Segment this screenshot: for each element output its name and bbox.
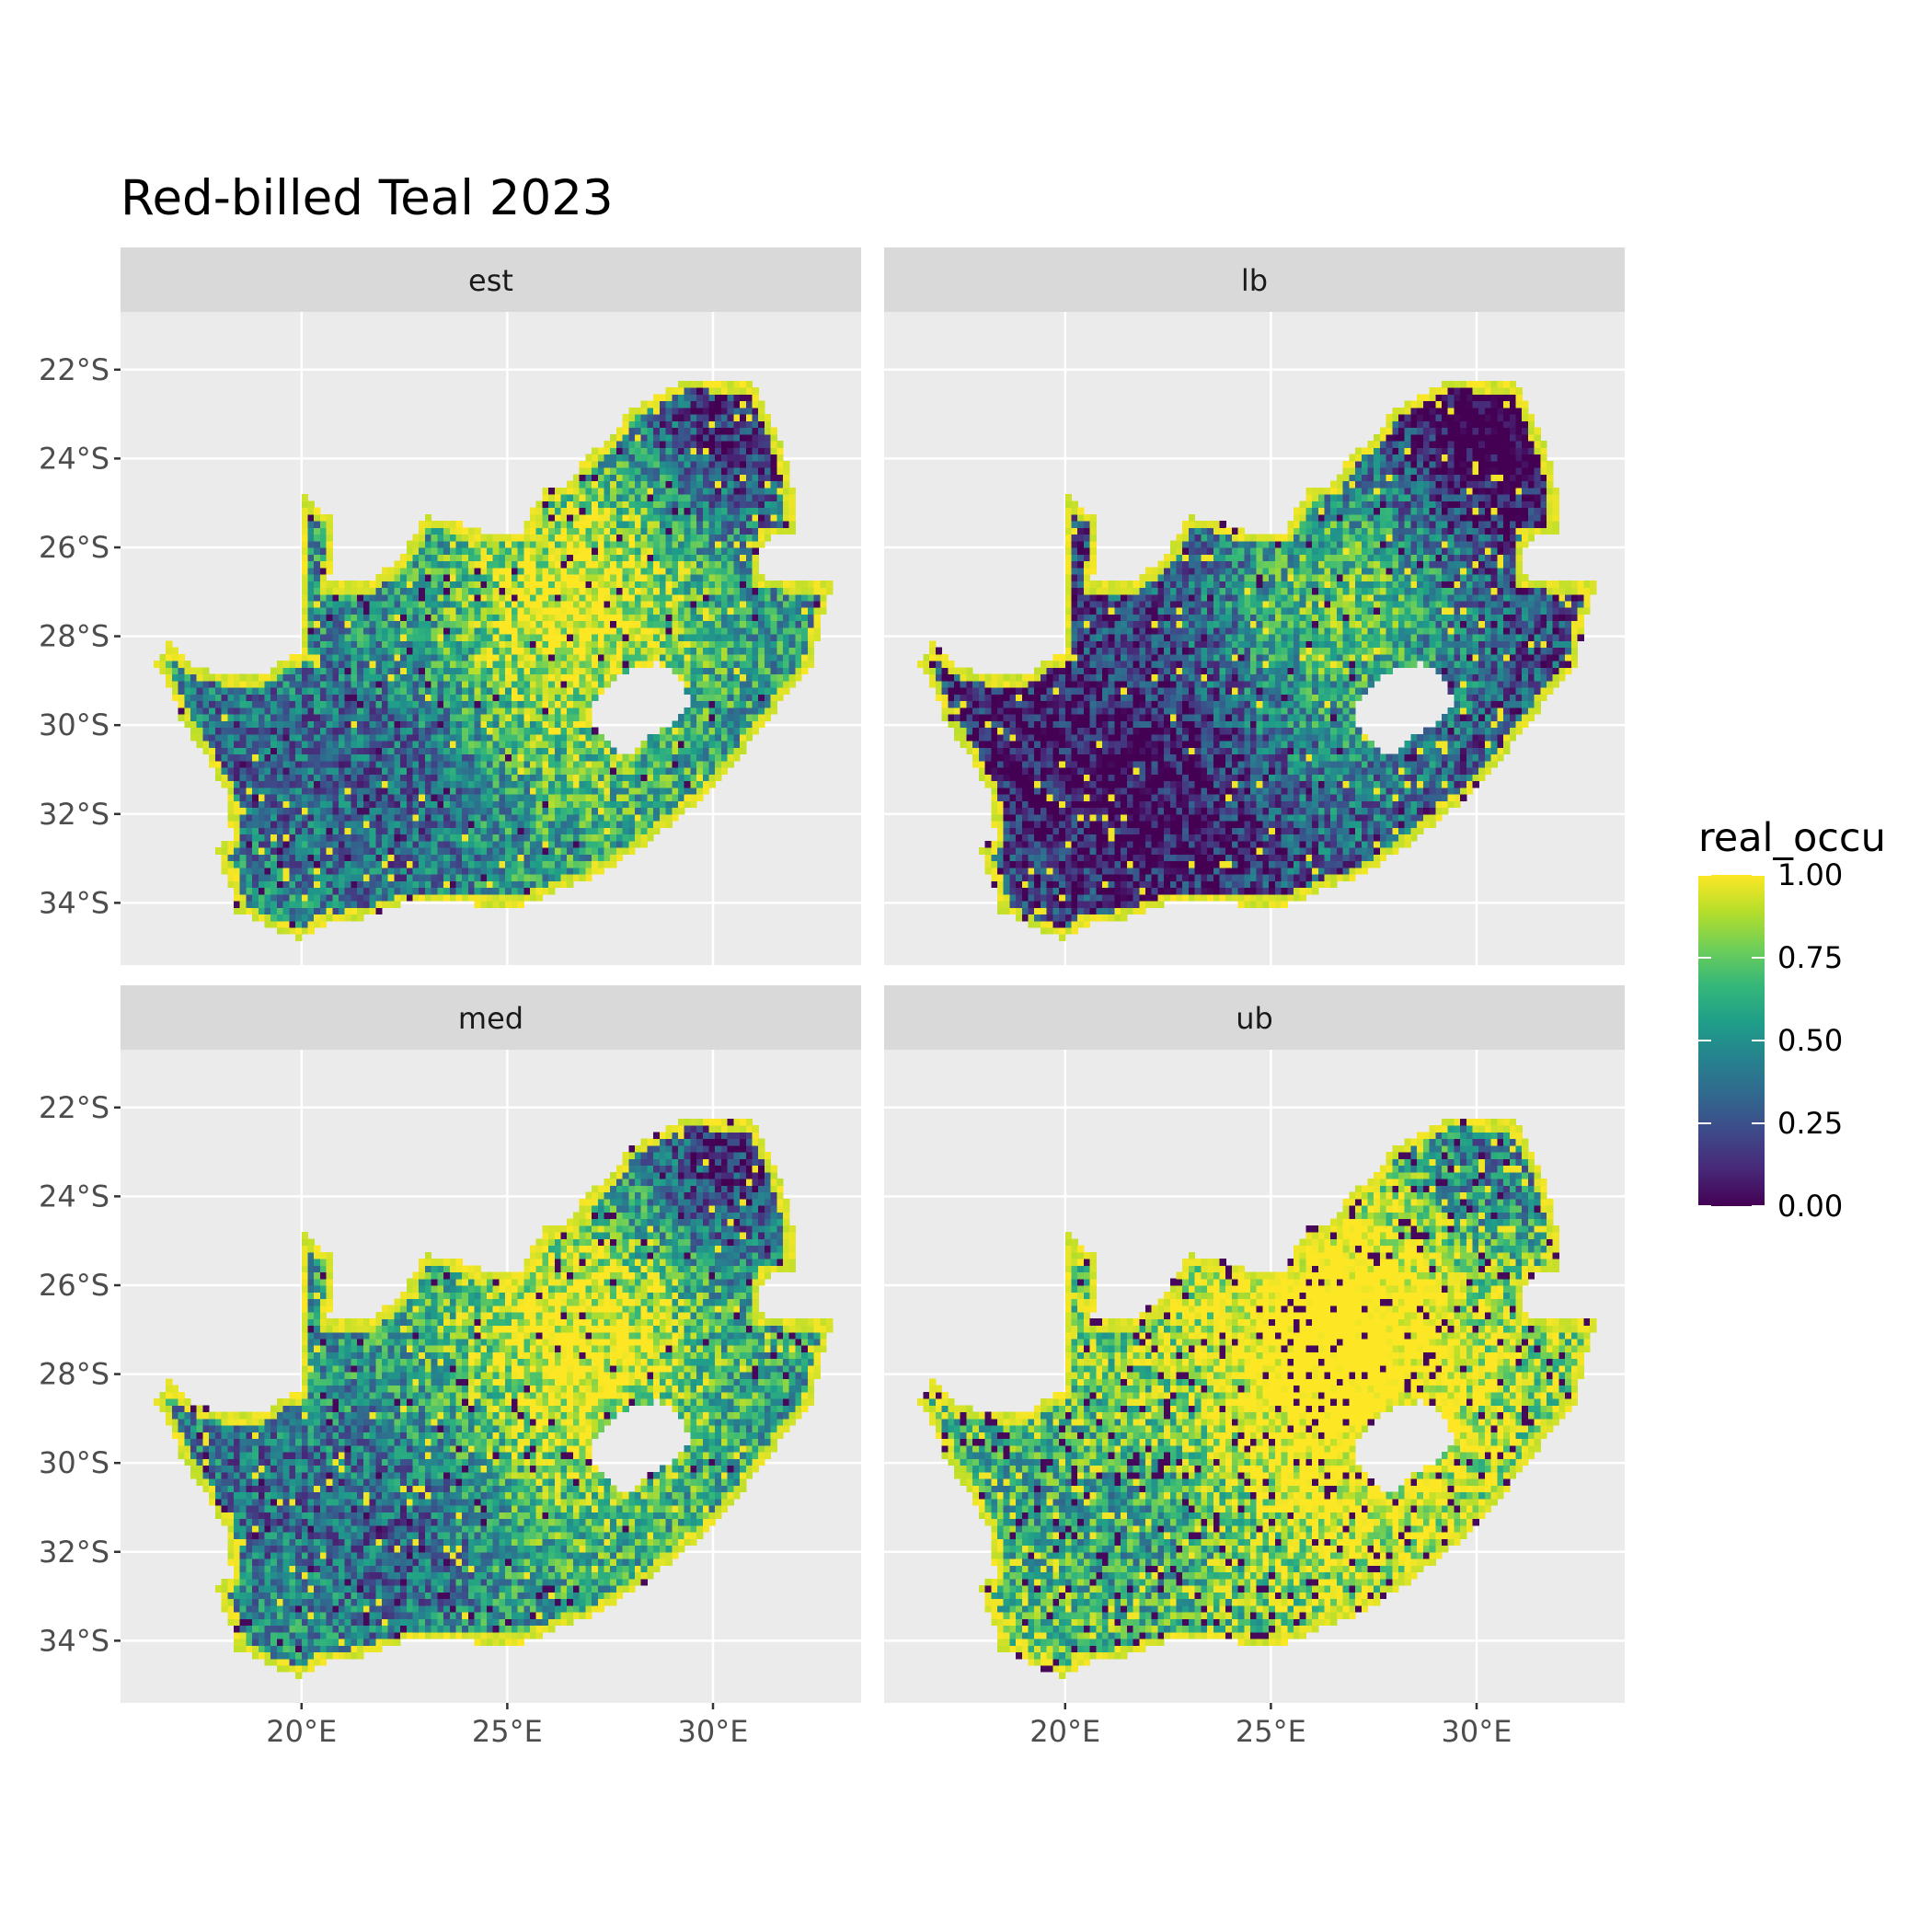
y-tick-label: 28°S <box>39 1357 109 1392</box>
y-tick-label: 32°S <box>39 1535 109 1570</box>
facet-strip-label: ub <box>1236 1001 1273 1036</box>
x-tick-label: 30°E <box>678 1714 749 1749</box>
legend-label: 0.25 <box>1777 1106 1843 1141</box>
x-tick-label: 20°E <box>1029 1714 1100 1749</box>
facet-panel-lb: lb <box>884 247 1625 965</box>
facet-strip-label: lb <box>1241 263 1268 298</box>
plot-title: Red-billed Teal 2023 <box>121 170 614 226</box>
legend-label: 0.00 <box>1777 1189 1843 1224</box>
facet-strip-label: med <box>458 1001 523 1036</box>
legend-title: real_occu <box>1698 815 1886 861</box>
y-tick-label: 30°S <box>39 1445 109 1480</box>
y-axis: 22°S 24°S 26°S 28°S 30°S 32°S 34°S <box>39 352 121 921</box>
y-axis: 22°S 24°S 26°S 28°S 30°S 32°S 34°S <box>39 1090 121 1659</box>
facet-panel-est: est 22°S 24°S 26°S 28°S 30°S 32°S 34°S <box>39 247 861 965</box>
y-tick-label: 22°S <box>39 1090 109 1125</box>
y-tick-label: 32°S <box>39 797 109 832</box>
legend-label: 0.50 <box>1777 1023 1843 1058</box>
y-tick-label: 30°S <box>39 707 109 742</box>
color-legend: real_occu 1.00 0.75 0.50 0.25 0.00 <box>1698 815 1886 1224</box>
x-tick-label: 20°E <box>266 1714 337 1749</box>
y-tick-label: 34°S <box>39 1623 109 1658</box>
legend-label: 1.00 <box>1777 857 1843 892</box>
y-tick-label: 24°S <box>39 1179 109 1213</box>
x-tick-label: 30°E <box>1442 1714 1512 1749</box>
facet-strip-label: est <box>468 263 513 298</box>
facet-panels: est 22°S 24°S 26°S 28°S 30°S 32°S 34°S lb med 22°S… <box>39 247 1625 1749</box>
facet-panel-ub: ub 20°E 25°E 30°E <box>884 985 1625 1749</box>
x-axis: 20°E 25°E 30°E <box>266 1703 748 1749</box>
y-tick-label: 26°S <box>39 1268 109 1303</box>
y-tick-label: 34°S <box>39 885 109 920</box>
x-axis: 20°E 25°E 30°E <box>1029 1703 1512 1749</box>
legend-label: 0.75 <box>1777 940 1843 975</box>
x-tick-label: 25°E <box>1236 1714 1306 1749</box>
y-tick-label: 28°S <box>39 619 109 654</box>
y-tick-label: 24°S <box>39 441 109 476</box>
facet-panel-med: med 22°S 24°S 26°S 28°S 30°S 32°S 34°S 20°E 25°E 3… <box>39 985 861 1749</box>
y-tick-label: 22°S <box>39 352 109 387</box>
x-tick-label: 25°E <box>472 1714 543 1749</box>
y-tick-label: 26°S <box>39 530 109 565</box>
